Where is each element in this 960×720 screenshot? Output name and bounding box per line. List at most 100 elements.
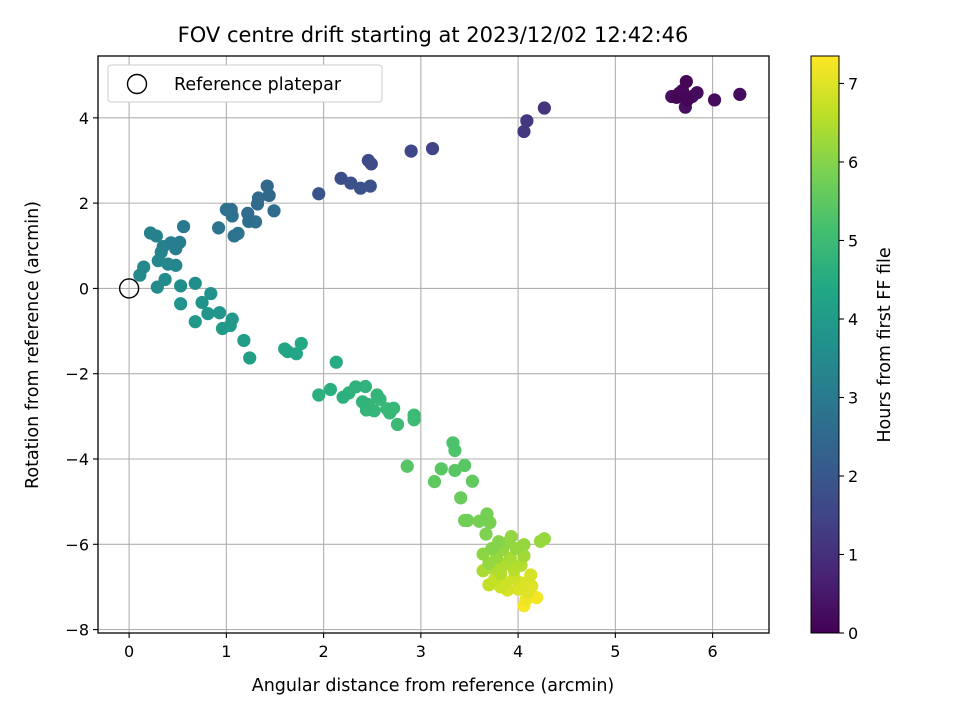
data-point — [504, 530, 518, 544]
data-point — [479, 527, 493, 541]
data-point — [492, 535, 506, 549]
data-point — [363, 179, 377, 193]
data-point — [407, 413, 421, 427]
grid — [98, 56, 769, 633]
colorbar-tick-label: 4 — [848, 310, 858, 329]
data-point — [355, 395, 370, 409]
y-tick-label: −2 — [65, 365, 89, 384]
data-point — [349, 380, 363, 394]
data-point — [434, 462, 448, 476]
data-point — [323, 382, 338, 397]
x-tick-label: 5 — [610, 642, 620, 661]
y-tick-label: −8 — [65, 621, 89, 640]
data-point — [537, 532, 551, 546]
colorbar-ticks: 0 1 2 3 4 5 6 7 — [839, 74, 858, 643]
data-point — [404, 144, 418, 158]
data-point — [680, 93, 694, 107]
data-point — [294, 336, 308, 351]
colorbar-tick-label: 0 — [848, 624, 858, 643]
data-point — [465, 474, 479, 488]
data-point — [707, 93, 722, 107]
data-point — [448, 463, 462, 478]
legend-reference-marker — [126, 73, 148, 95]
legend-box — [107, 64, 383, 103]
x-tick-label: 1 — [221, 642, 231, 661]
data-point — [225, 312, 239, 326]
data-point — [312, 388, 326, 402]
data-point — [503, 551, 517, 565]
colorbar-tick-label: 5 — [848, 231, 858, 250]
y-tick-label: 2 — [79, 194, 89, 213]
y-axis: 4 2 0 −2 −4 −6 −8 — [65, 109, 98, 640]
colorbar-tick-label: 1 — [848, 545, 858, 564]
data-point — [312, 187, 326, 201]
data-point — [188, 276, 202, 290]
data-point — [458, 458, 472, 473]
data-point — [480, 507, 494, 521]
data-point — [250, 197, 265, 211]
data-point — [427, 475, 442, 489]
data-point — [517, 124, 531, 139]
data-point — [195, 295, 209, 310]
data-point — [358, 379, 373, 394]
data-point — [241, 206, 255, 220]
x-axis: 0 1 2 3 4 5 6 — [124, 633, 718, 661]
data-point — [174, 279, 188, 293]
data-point — [212, 306, 227, 320]
data-point — [201, 306, 215, 321]
data-point — [679, 74, 693, 89]
data-point — [425, 141, 440, 156]
y-axis-label: Rotation from reference (arcmin) — [23, 201, 43, 489]
data-point — [174, 297, 188, 311]
plot-frame — [97, 55, 770, 634]
data-point — [454, 491, 468, 505]
colorbar-label: Hours from first FF file — [875, 247, 895, 442]
data-point — [243, 351, 257, 365]
x-tick-label: 3 — [416, 642, 426, 661]
data-point — [524, 568, 538, 582]
data-point — [370, 388, 384, 402]
data-point — [204, 286, 218, 301]
colorbar-tick-label: 6 — [848, 153, 858, 172]
legend-entry-reference: Reference platepar — [174, 75, 342, 95]
data-point — [334, 171, 348, 185]
data-point — [733, 87, 747, 101]
data-point — [281, 344, 295, 359]
data-point — [520, 114, 534, 128]
colorbar-tick-label: 3 — [848, 388, 858, 407]
y-tick-label: −4 — [65, 450, 89, 469]
colorbar-gradient — [810, 55, 840, 634]
colorbar: 0 1 2 3 4 5 6 7 Hours from first FF file — [810, 55, 895, 643]
x-tick-label: 2 — [319, 642, 329, 661]
data-point — [211, 221, 226, 235]
colorbar-tick-label: 7 — [848, 74, 858, 93]
data-point — [329, 355, 343, 369]
data-points — [118, 74, 747, 613]
data-point — [364, 157, 378, 171]
y-tick-label: 4 — [79, 109, 89, 128]
data-point — [262, 188, 276, 203]
data-point — [460, 513, 475, 528]
y-tick-label: −6 — [65, 535, 89, 554]
chart-title: FOV centre drift starting at 2023/12/02 … — [178, 23, 689, 47]
data-point — [215, 321, 230, 336]
x-tick-label: 0 — [124, 642, 134, 661]
x-tick-label: 6 — [708, 642, 718, 661]
data-point — [164, 236, 178, 250]
data-point — [537, 101, 551, 115]
colorbar-tick-label: 2 — [848, 467, 858, 486]
data-point — [670, 90, 684, 104]
data-point — [517, 538, 531, 552]
reference-platepar-marker — [118, 278, 140, 299]
data-point — [387, 401, 401, 415]
data-point — [267, 204, 281, 218]
data-point — [169, 258, 183, 272]
data-point — [137, 260, 151, 274]
data-point — [390, 417, 405, 432]
data-point — [176, 219, 191, 234]
x-tick-label: 4 — [513, 642, 523, 661]
data-point — [336, 390, 350, 404]
data-point — [143, 226, 158, 240]
legend: Reference platepar — [107, 64, 383, 103]
